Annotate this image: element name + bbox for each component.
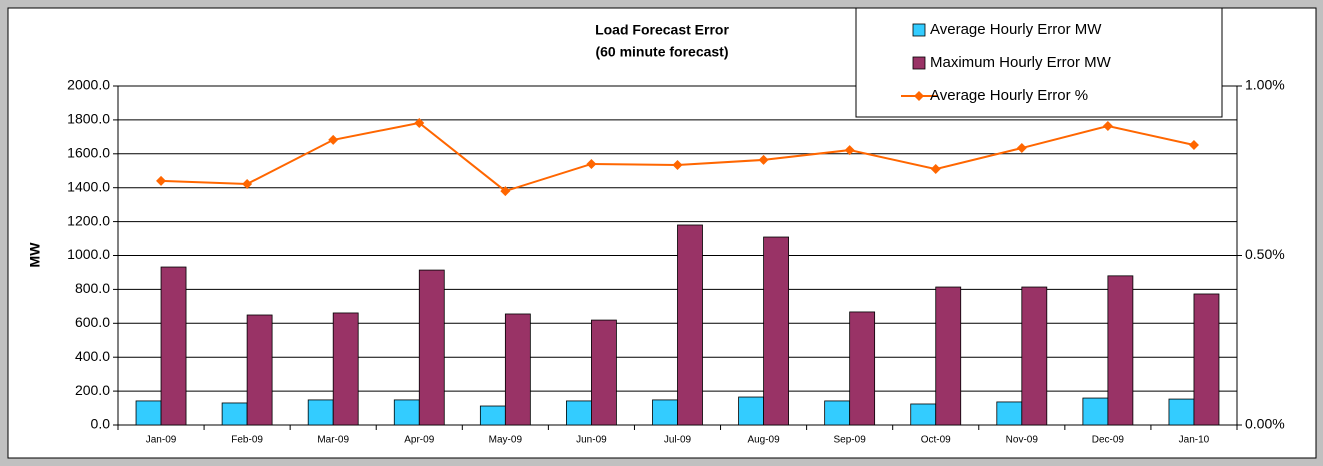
- bar: [393, 399, 420, 426]
- legend-label: Average Hourly Error MW: [930, 21, 1102, 38]
- y-tick-label: 2000.0: [67, 77, 110, 93]
- bar: [996, 401, 1023, 426]
- bar: [332, 312, 359, 426]
- bar: [738, 396, 764, 426]
- y-tick-label: 1000.0: [67, 246, 110, 262]
- line-marker: [500, 186, 511, 197]
- legend-swatch: [914, 91, 924, 101]
- line-marker: [242, 178, 253, 189]
- line-marker: [930, 164, 941, 175]
- legend-label: Maximum Hourly Error MW: [930, 54, 1112, 71]
- chart-title: Load Forecast Error: [595, 22, 729, 38]
- line-marker: [1016, 143, 1027, 154]
- y-tick-label: 400.0: [75, 348, 110, 364]
- x-tick-label: Jul-09: [664, 435, 692, 446]
- bar: [652, 399, 678, 426]
- x-tick-label: Jun-09: [576, 435, 607, 446]
- bar: [246, 314, 273, 426]
- y-tick-label: 1600.0: [67, 145, 110, 161]
- y-tick-label: 1200.0: [67, 212, 110, 228]
- x-tick-label: Nov-09: [1006, 435, 1039, 446]
- bar: [763, 236, 789, 426]
- line-marker: [1188, 139, 1199, 150]
- bar: [418, 269, 445, 426]
- chart-subtitle: (60 minute forecast): [595, 44, 728, 60]
- y-tick-label: 1400.0: [67, 178, 110, 194]
- x-tick-label: Dec-09: [1092, 435, 1125, 446]
- bar: [1168, 398, 1195, 426]
- y2-tick-label: 1.00%: [1245, 77, 1285, 93]
- y-tick-label: 800.0: [75, 280, 110, 296]
- bar: [221, 402, 248, 426]
- bar: [849, 311, 876, 426]
- bar: [160, 266, 187, 426]
- bar: [1021, 286, 1048, 426]
- line-marker: [758, 154, 769, 165]
- line-marker: [844, 145, 855, 156]
- x-tick-label: Jan-09: [146, 435, 177, 446]
- bar: [566, 400, 592, 426]
- bar: [591, 319, 617, 426]
- x-tick-label: Sep-09: [834, 435, 867, 446]
- x-tick-label: Mar-09: [317, 435, 349, 446]
- line-marker: [1102, 121, 1113, 132]
- bar: [677, 224, 703, 426]
- line-marker: [328, 134, 339, 145]
- x-tick-label: Aug-09: [747, 435, 780, 446]
- bar: [1193, 293, 1220, 426]
- y-tick-label: 0.0: [91, 416, 111, 432]
- bar: [935, 286, 962, 426]
- legend-label: Average Hourly Error %: [930, 87, 1088, 104]
- x-tick-label: Oct-09: [921, 435, 951, 446]
- bar: [1082, 397, 1109, 426]
- line-marker: [672, 159, 683, 170]
- line-marker: [414, 117, 425, 128]
- bar: [307, 399, 334, 426]
- bar: [1107, 275, 1134, 426]
- line-marker: [156, 175, 167, 186]
- y-axis-label: MW: [27, 242, 43, 268]
- y-tick-label: 600.0: [75, 314, 110, 330]
- bar: [135, 400, 162, 426]
- bar: [504, 313, 531, 426]
- legend-swatch: [912, 23, 926, 37]
- x-tick-label: Apr-09: [404, 435, 434, 446]
- y2-tick-label: 0.00%: [1245, 416, 1285, 432]
- bar: [479, 405, 506, 426]
- bar: [910, 403, 937, 426]
- x-tick-label: Feb-09: [231, 435, 263, 446]
- line-marker: [586, 158, 597, 169]
- x-tick-label: Jan-10: [1179, 435, 1210, 446]
- y2-tick-label: 0.50%: [1245, 246, 1285, 262]
- legend-swatch: [912, 56, 926, 70]
- bar: [824, 400, 851, 426]
- y-tick-label: 1800.0: [67, 111, 110, 127]
- y-tick-label: 200.0: [75, 382, 110, 398]
- x-tick-label: May-09: [489, 435, 523, 446]
